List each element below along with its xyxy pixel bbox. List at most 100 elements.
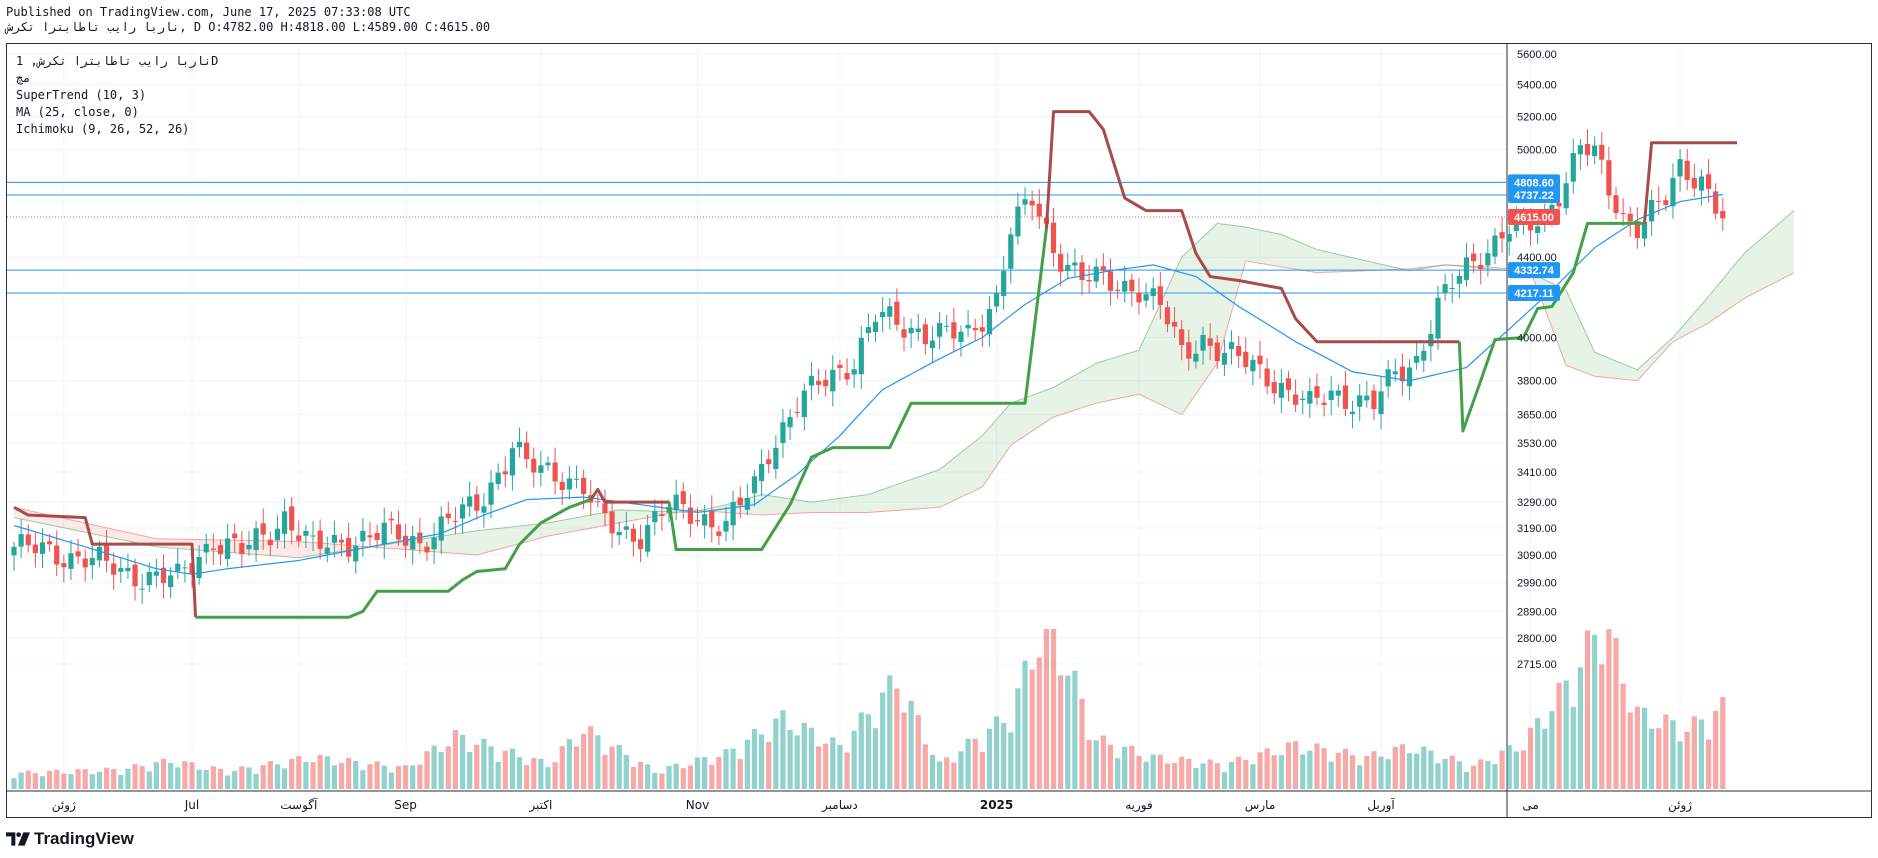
legend-supertrend[interactable]: SuperTrend (10, 3) [16, 88, 147, 102]
volume-bar [937, 761, 943, 789]
candle-body [1236, 346, 1242, 356]
candle-body [787, 417, 793, 428]
volume-bar [1428, 750, 1434, 789]
ohlc-line: ناربا رایب تاطابترا تکرش, D O:4782.00 H:… [6, 20, 491, 34]
volume-bar [744, 739, 750, 789]
volume-bar [944, 757, 950, 789]
legend-ichimoku[interactable]: Ichimoku (9, 26, 52, 26) [16, 122, 190, 136]
candle-body [168, 575, 174, 588]
candle-body [459, 504, 466, 519]
volume-bar [1449, 755, 1455, 789]
hline-price-badge: 4808.60 [1508, 174, 1560, 191]
volume-bar [260, 765, 266, 789]
volume-bar [225, 775, 231, 789]
volume-bar [196, 769, 202, 789]
candle-body [1307, 391, 1313, 404]
time-tick-label: آگوست [280, 797, 318, 813]
volume-bar [1314, 743, 1320, 789]
candle-body [1079, 262, 1085, 281]
candle-body [225, 538, 231, 560]
candle-body [844, 372, 850, 380]
candle-body [175, 563, 181, 572]
volume-bar [730, 748, 736, 789]
cloud-segment [1316, 249, 1367, 273]
volume-bar [417, 764, 423, 789]
chart-area[interactable]: 5600.00 5400.00 5200.00 5000.00 4400.00 4000.… [6, 43, 1872, 818]
volume-bar [1036, 657, 1042, 789]
price-tick-label: 3290.00 [1517, 497, 1557, 509]
candle-body [1065, 264, 1071, 272]
candle-body [766, 459, 772, 465]
cloud-segment [939, 435, 983, 508]
candle-body [1577, 145, 1583, 155]
volume-bar [1300, 754, 1306, 789]
volume-bar [787, 729, 793, 789]
candle-body [1200, 334, 1206, 351]
tradingview-brand[interactable]: TradingView [6, 829, 134, 849]
volume-bar [217, 768, 224, 789]
volume-bar [239, 766, 245, 789]
candle-body [1335, 390, 1341, 396]
candle-body [1243, 351, 1249, 368]
time-tick-label: Nov [686, 798, 709, 812]
candle-body [1563, 183, 1569, 209]
volume-bar [410, 765, 416, 789]
volume-bar [139, 766, 145, 789]
volume-bar [1008, 732, 1014, 789]
senkou-span-b [13, 260, 1795, 556]
volume-bar [481, 738, 487, 789]
volume-bar [880, 692, 886, 789]
candle-body [623, 526, 629, 530]
price-tick-label: 2990.00 [1517, 578, 1557, 590]
hline-price-badge: 4737.22 [1508, 186, 1560, 203]
cloud-segment [1672, 296, 1709, 342]
volume-bar [1186, 758, 1192, 789]
volume-bar [1478, 759, 1484, 789]
volume-bar [588, 726, 594, 789]
volume-bar [1079, 698, 1085, 789]
volume-bar [524, 765, 530, 789]
volume-bar [146, 771, 152, 789]
time-axis: ژوئن Jul آگوست Sep اکتبر Nov دسامبر 2025 فوریه ما… [52, 797, 1693, 813]
cloud-segment [1366, 261, 1410, 271]
candle-body [1606, 160, 1612, 196]
supertrend-down-line [589, 487, 670, 504]
time-tick-label: فوریه [1125, 798, 1153, 813]
volume-bar [687, 765, 693, 789]
volume-bar [552, 762, 558, 789]
volume-bar [602, 754, 608, 789]
volume-bar [267, 761, 273, 789]
price-chart[interactable]: 5600.00 5400.00 5200.00 5000.00 4400.00 4000.… [7, 44, 1871, 817]
tradingview-name: TradingView [34, 829, 134, 848]
time-tick-label: ژوئن [52, 798, 76, 813]
volume-bar [353, 760, 359, 789]
volume-bar [1442, 758, 1448, 789]
volume-bar [1556, 682, 1562, 789]
candle-body [531, 458, 537, 473]
volume-bar [1164, 763, 1171, 789]
cloud-segment [982, 403, 1011, 487]
price-axis: 5600.00 5400.00 5200.00 5000.00 4400.00 4000.… [1508, 49, 1560, 671]
candle-body [965, 324, 971, 329]
volume-bar [1649, 728, 1655, 789]
volume-bar [858, 712, 864, 789]
volume-bar [559, 746, 565, 789]
price-tick-label: 4400.00 [1517, 252, 1557, 264]
candle-body [751, 476, 758, 494]
price-tick-label: 3410.00 [1517, 467, 1557, 479]
legend-symbol[interactable]: ناربا رایب تاطابترا تکرش, 1D [16, 54, 219, 68]
candle-body [111, 563, 117, 575]
volume-bar [1406, 753, 1413, 789]
candle-body [353, 545, 359, 562]
volume-bar [331, 765, 337, 789]
candle-body [880, 312, 886, 318]
cloud-segment [1138, 257, 1182, 415]
candle-body [39, 542, 46, 554]
candle-body [609, 511, 615, 534]
volume-bar [1250, 764, 1256, 789]
legend-ma[interactable]: MA (25, close, 0) [16, 105, 139, 119]
volume-bar [1029, 669, 1035, 789]
candle-body [581, 477, 587, 495]
candle-body [403, 535, 409, 546]
candle-body [1278, 382, 1284, 398]
